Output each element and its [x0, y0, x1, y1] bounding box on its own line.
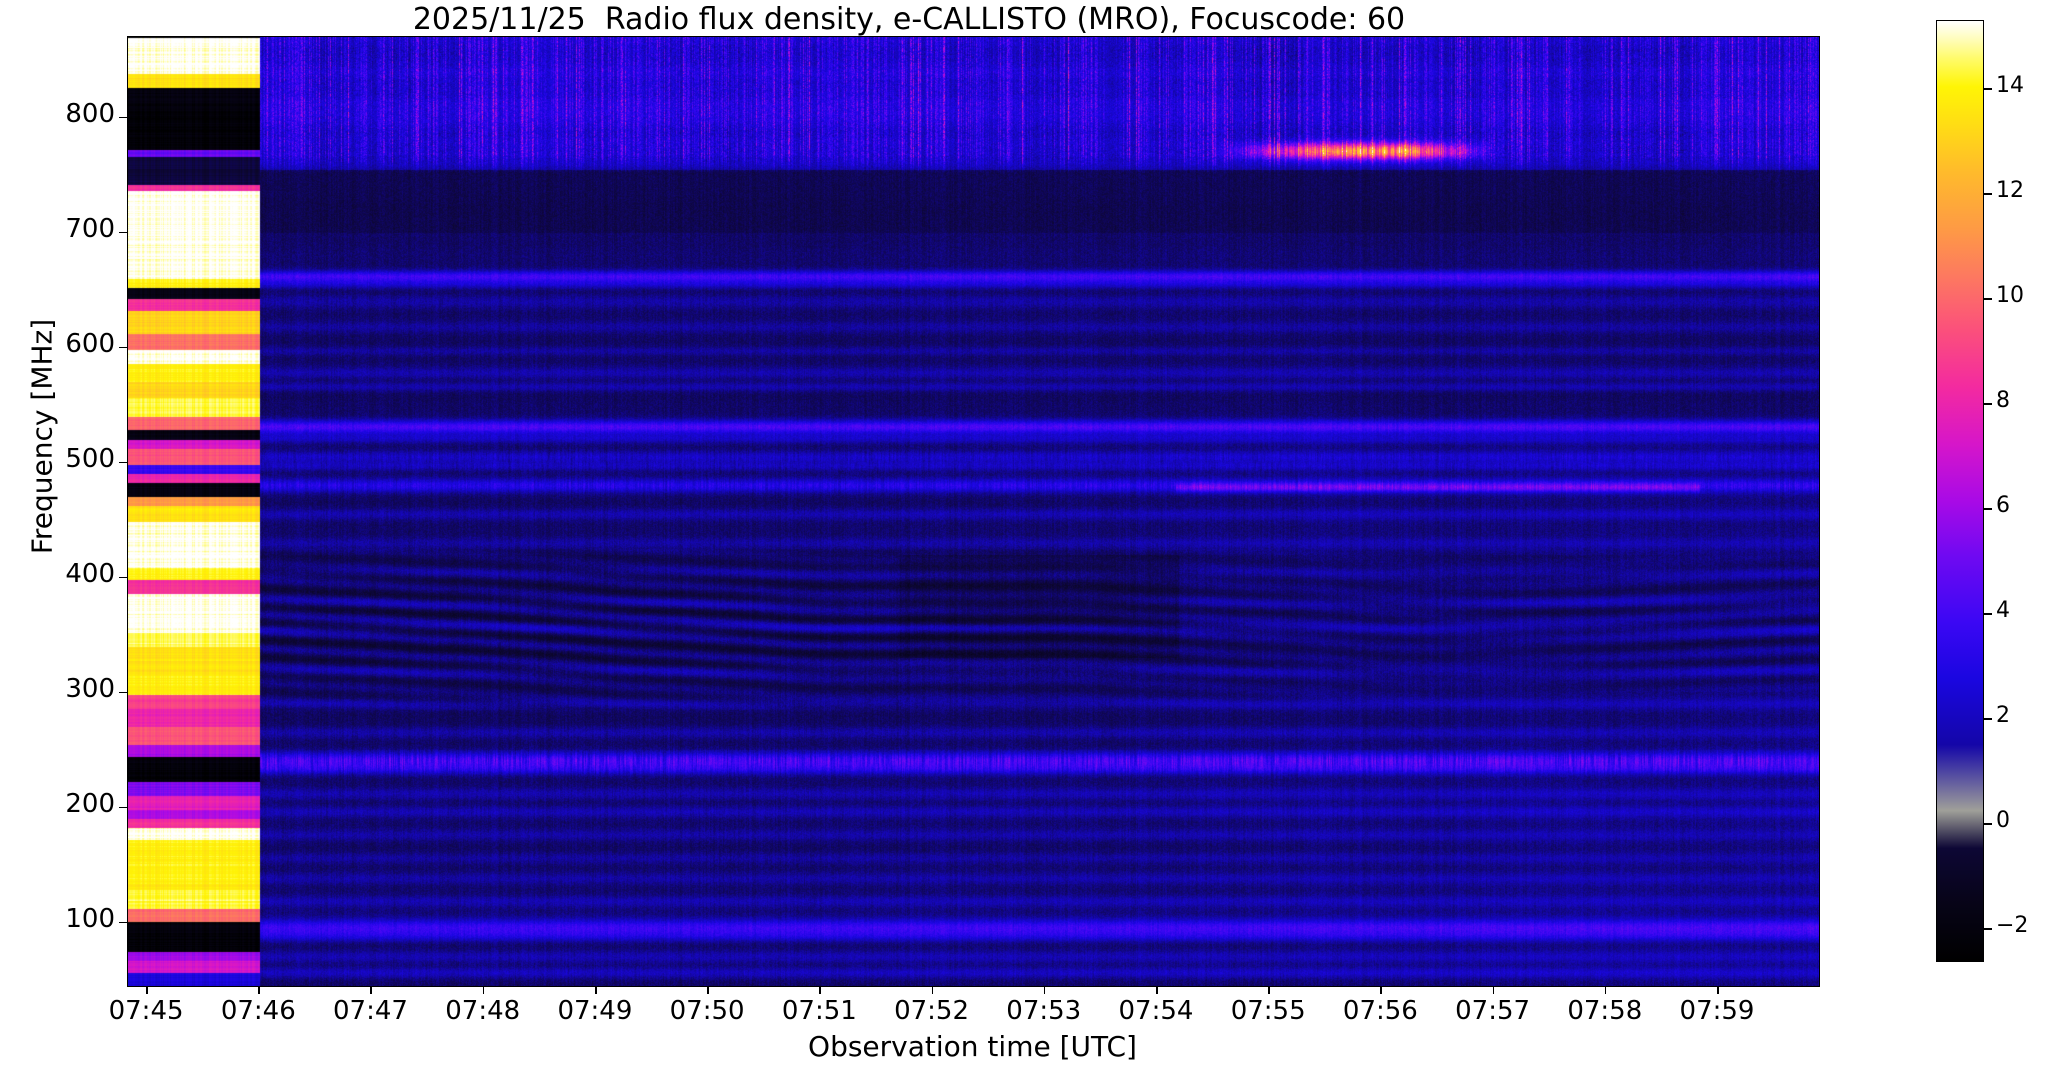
x-tick-mark [482, 986, 485, 994]
x-tick-label: 07:53 [1006, 996, 1082, 1026]
y-tick-mark [119, 461, 127, 464]
y-tick-label: 300 [65, 673, 115, 704]
spectrogram-image [128, 37, 1819, 986]
y-tick-label: 200 [65, 788, 115, 819]
colorbar-gradient [1937, 21, 1983, 961]
colorbar-tick-mark [1984, 823, 1992, 826]
x-tick-mark [1492, 986, 1495, 994]
colorbar-tick-label: −2 [1996, 913, 2029, 939]
colorbar-tick-label: 14 [1996, 73, 2024, 99]
x-tick-mark [931, 986, 934, 994]
colorbar [1936, 20, 1984, 962]
y-tick-label: 500 [65, 443, 115, 474]
y-tick-mark [119, 116, 127, 119]
colorbar-tick-label: 8 [1996, 388, 2010, 414]
y-tick-mark [119, 231, 127, 234]
colorbar-tick-label: 4 [1996, 598, 2010, 624]
colorbar-tick-mark [1984, 298, 1992, 300]
x-tick-mark [819, 986, 821, 994]
spectrogram-plot-area[interactable] [127, 36, 1820, 987]
x-tick-label: 07:50 [669, 996, 745, 1026]
x-tick-label: 07:56 [1342, 996, 1418, 1026]
x-tick-mark [258, 986, 260, 994]
y-tick-mark [119, 691, 127, 694]
x-tick-label: 07:46 [220, 996, 296, 1026]
x-tick-mark [707, 986, 709, 994]
colorbar-tick-label: 2 [1996, 703, 2010, 729]
x-tick-mark [594, 986, 597, 994]
colorbar-tick-label: 0 [1996, 808, 2010, 834]
x-tick-label: 07:51 [781, 996, 857, 1026]
colorbar-tick-mark [1984, 508, 1992, 510]
colorbar-tick-mark [1984, 928, 1992, 931]
colorbar-tick-label: 12 [1996, 178, 2024, 204]
x-tick-label: 07:52 [894, 996, 969, 1026]
x-tick-label: 07:48 [445, 996, 521, 1026]
colorbar-tick-mark [1984, 718, 1992, 721]
x-tick-mark [1043, 986, 1046, 994]
x-tick-label: 07:49 [557, 996, 633, 1026]
x-axis-label: Observation time [UTC] [808, 1030, 1137, 1063]
y-tick-label: 800 [65, 98, 115, 129]
x-tick-label: 07:47 [333, 996, 408, 1026]
x-tick-mark [1155, 986, 1158, 994]
y-tick-label: 400 [65, 558, 115, 589]
y-tick-label: 600 [65, 328, 115, 359]
x-tick-label: 07:58 [1567, 996, 1643, 1026]
x-tick-mark [146, 986, 148, 994]
y-tick-mark [119, 576, 127, 579]
x-tick-label: 07:57 [1455, 996, 1531, 1026]
y-tick-mark [119, 346, 127, 349]
x-tick-label: 07:59 [1679, 996, 1755, 1026]
x-tick-label: 07:55 [1230, 996, 1306, 1026]
x-tick-label: 07:54 [1118, 996, 1194, 1026]
colorbar-tick-mark [1984, 613, 1992, 615]
y-tick-mark [119, 921, 127, 924]
x-tick-mark [1380, 986, 1382, 994]
colorbar-tick-mark [1984, 403, 1992, 405]
x-tick-mark [1268, 986, 1270, 994]
y-tick-label: 700 [65, 213, 115, 244]
colorbar-tick-mark [1984, 88, 1992, 90]
page-title: 2025/11/25 Radio flux density, e-CALLIST… [412, 2, 1406, 37]
y-tick-mark [119, 806, 127, 809]
y-tick-label: 100 [65, 903, 115, 934]
x-tick-mark [1717, 986, 1719, 994]
x-tick-label: 07:45 [108, 996, 184, 1026]
x-tick-mark [370, 986, 373, 994]
colorbar-tick-label: 6 [1996, 493, 2010, 519]
colorbar-tick-label: 10 [1996, 283, 2024, 309]
x-tick-mark [1604, 986, 1607, 994]
colorbar-tick-mark [1984, 193, 1992, 195]
